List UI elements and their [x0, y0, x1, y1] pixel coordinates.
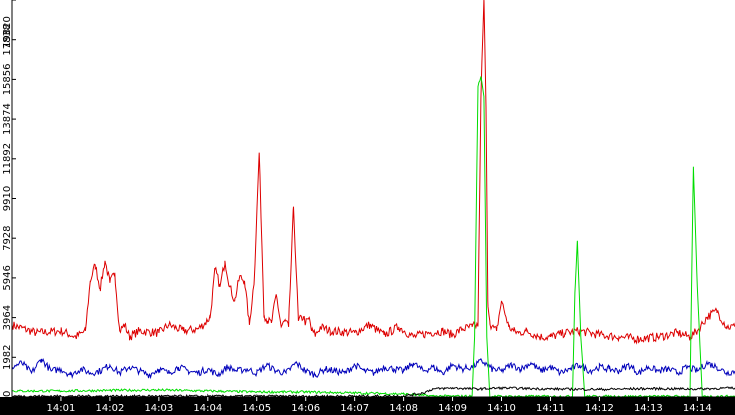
x-tick-label: 14:09 — [438, 403, 467, 414]
x-tick-label: 14:12 — [585, 403, 614, 414]
y-tick-label: 7928 — [2, 225, 13, 250]
x-tick-label: 14:08 — [389, 403, 418, 414]
x-axis-ticks: 14:01 14:02 14:03 14:04 14:05 14:06 14:07 14:08… — [47, 397, 712, 414]
x-tick-label: 14:06 — [291, 403, 320, 414]
y-tick-label: 0 — [2, 391, 13, 397]
y-tick-label: 19820 — [2, 16, 13, 48]
x-axis-band — [0, 397, 735, 415]
y-axis-ticks: 0 1982 3964 5946 7928 9910 11892 13874 15856 1783… — [2, 0, 16, 398]
series-line-2 — [11, 358, 735, 380]
x-tick-label: 14:05 — [242, 403, 271, 414]
y-tick-label: 13874 — [2, 103, 13, 135]
y-tick-label: 5946 — [2, 265, 13, 290]
y-tick-label: 15856 — [2, 63, 13, 95]
x-tick-label: 14:11 — [536, 403, 565, 414]
x-tick-label: 14:01 — [47, 403, 76, 414]
x-tick-label: 14:07 — [340, 403, 369, 414]
x-tick-label: 14:03 — [144, 403, 173, 414]
series-line-1 — [11, 0, 735, 345]
x-tick-label: 14:13 — [634, 403, 663, 414]
x-tick-label: 14:02 — [95, 403, 124, 414]
y-tick-label: 3964 — [2, 305, 13, 330]
x-tick-label: 14:10 — [487, 403, 516, 414]
y-tick-label: 17838 — [2, 24, 13, 56]
x-tick-label: 14:04 — [193, 403, 222, 414]
y-tick-label: 11892 — [2, 143, 13, 175]
y-tick-label: 1982 — [2, 345, 13, 370]
y-tick-label: 9910 — [2, 186, 13, 211]
x-tick-label: 14:14 — [683, 403, 712, 414]
